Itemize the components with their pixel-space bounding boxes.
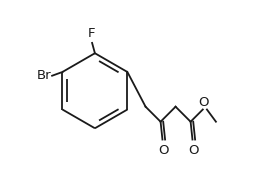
Text: O: O — [188, 144, 199, 157]
Text: Br: Br — [36, 69, 51, 82]
Text: F: F — [87, 27, 95, 40]
Text: O: O — [198, 96, 209, 108]
Text: O: O — [158, 144, 169, 157]
